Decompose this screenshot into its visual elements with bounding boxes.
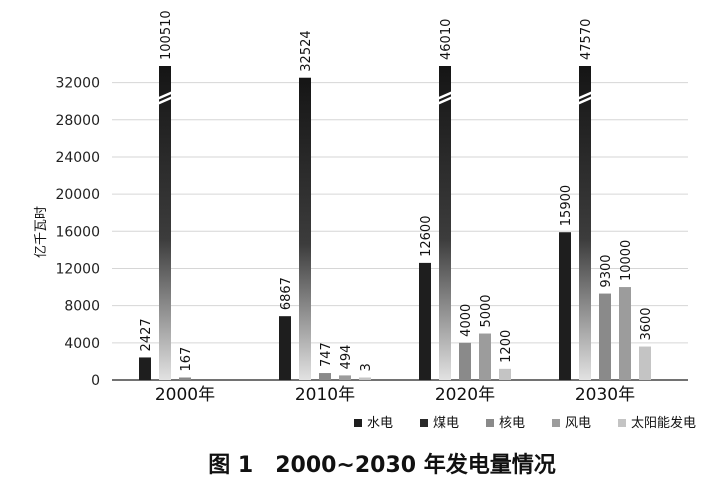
y-tick-label: 24000 [55,150,100,166]
data-label: 3600 [639,307,654,340]
axis-break-mark [156,90,174,101]
axis-break-mark [576,90,594,101]
axis-break-mark [156,95,174,106]
data-label: 6867 [279,277,294,310]
data-label: 747 [319,342,334,367]
y-tick-label: 4000 [64,336,100,352]
y-tick-label: 32000 [55,76,100,92]
data-label: 100510 [159,10,174,60]
data-label: 3 [359,363,374,371]
bar-太阳能发电-2010年 [359,377,371,380]
data-label: 15900 [559,185,574,226]
axis-break-mark [436,95,454,106]
bar-煤电-2020年 [439,66,451,380]
bar-风电-2020年 [479,333,491,380]
y-tick-label: 8000 [64,299,100,315]
legend-swatch [552,419,560,427]
bar-核电-2010年 [319,373,331,380]
bar-核电-2020年 [459,342,471,380]
y-tick-label: 20000 [55,187,100,203]
legend-label: 煤电 [433,416,459,431]
data-label: 32524 [299,30,314,71]
legend-swatch [354,419,362,427]
x-tick-label: 2020年 [435,385,495,405]
bar-核电-2000年 [179,377,191,380]
y-tick-label: 16000 [55,224,100,240]
bar-水电-2030年 [559,232,571,380]
figure-title: 图 1 2000~2030 年发电量情况 [208,452,556,478]
y-tick-label: 0 [91,373,100,389]
bar-水电-2000年 [139,357,151,380]
data-label: 167 [179,347,194,372]
y-tick-label: 28000 [55,113,100,129]
data-label: 12600 [419,216,434,257]
x-tick-label: 2000年 [155,385,215,405]
data-label: 494 [339,345,354,370]
legend-label: 水电 [367,416,393,431]
labels: 0 4000 8000 12000 16000 20000 24000 28000 32000 2… [55,10,654,405]
bar-煤电-2000年 [159,66,171,380]
data-label: 1200 [499,330,514,363]
legend-swatch [486,419,494,427]
bar-水电-2020年 [419,262,431,380]
y-tick-label: 12000 [55,261,100,277]
bar-煤电-2010年 [299,77,311,381]
legend: 水电 煤电 核电 风电 太阳能发电 [354,415,696,431]
axis-break-mark [436,90,454,101]
legend-label: 核电 [499,416,525,431]
bar-风电-2010年 [339,375,351,380]
axis-break-mark [576,95,594,106]
bar-风电-2030年 [619,287,631,380]
data-label: 2427 [139,318,154,351]
legend-swatch [420,419,428,427]
bar-太阳能发电-2030年 [639,346,651,380]
data-label: 4000 [459,304,474,337]
bar-核电-2030年 [599,293,611,380]
bar-煤电-2030年 [579,66,591,380]
y-axis-title: 亿千瓦时 [34,206,49,258]
data-label: 5000 [479,294,494,327]
x-tick-label: 2030年 [575,385,635,405]
bars [139,66,651,381]
gridlines [112,82,688,381]
data-label: 47570 [579,19,594,60]
bar-水电-2010年 [279,316,291,380]
bar-太阳能发电-2020年 [499,368,511,380]
legend-swatch [618,419,626,427]
data-label: 9300 [599,254,614,287]
data-label: 10000 [619,240,634,281]
legend-label: 太阳能发电 [631,415,696,431]
data-label: 46010 [439,19,454,60]
x-tick-label: 2010年 [295,385,355,405]
legend-label: 风电 [565,416,591,431]
